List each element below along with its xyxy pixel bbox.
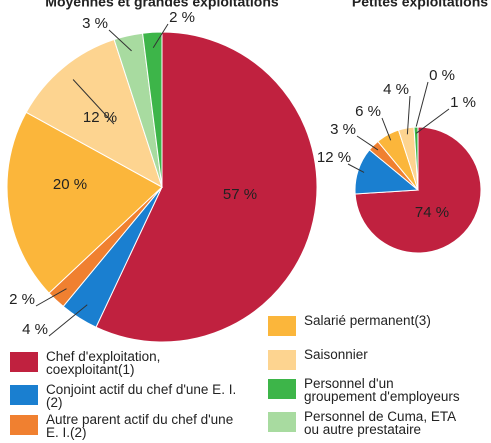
leader-line (35, 288, 67, 307)
legend-item: Chef d'exploitation, coexploitant(1) (10, 350, 240, 376)
legend-swatch (10, 352, 38, 372)
value-label: 3 % (330, 121, 356, 138)
leader-line (48, 304, 88, 337)
chart-title: Moyennes et grandes exploitations (45, 0, 279, 10)
legend-label: Salarié permanent(3) (304, 313, 431, 328)
legend-item: Saisonnier (268, 348, 488, 370)
legend-swatch (268, 412, 296, 432)
pie-slice (95, 31, 318, 343)
leader-line (356, 135, 379, 151)
value-label: 4 % (383, 81, 409, 98)
value-label: 0 % (429, 67, 455, 84)
value-label: 4 % (22, 321, 48, 338)
leader-line (152, 23, 169, 49)
leader-line (415, 108, 450, 134)
legend-swatch (268, 379, 296, 399)
legend-swatch (10, 415, 38, 435)
legend-item: Salarié permanent(3) (268, 314, 488, 336)
chart-title: Petites exploitations (352, 0, 488, 10)
pie-slice (6, 111, 163, 294)
value-label: 3 % (82, 15, 108, 32)
pie-slice (142, 31, 163, 188)
leader-line (381, 117, 392, 141)
legend-label: Personnel d'un groupement d'employeurs (304, 376, 460, 404)
legend-label: Autre parent actif du chef d'une E. I.(2… (46, 412, 234, 440)
pie-slice (413, 126, 419, 191)
legend-label: Personnel de Cuma, ETA ou autre prestata… (304, 409, 456, 437)
value-label: 2 % (9, 291, 35, 308)
leader-line (413, 81, 429, 134)
legend-item: Conjoint actif du chef d'une E. I.(2) (10, 383, 240, 409)
legend-item: Autre parent actif du chef d'une E. I.(2… (10, 413, 240, 439)
legend-swatch (268, 316, 296, 336)
legend-item: Personnel de Cuma, ETA ou autre prestata… (268, 410, 468, 436)
value-label: 12 % (83, 109, 117, 126)
leader-line (72, 79, 115, 125)
legend-label: Chef d'exploitation, coexploitant(1) (46, 349, 161, 377)
value-label: 20 % (53, 176, 87, 193)
legend-item: Personnel d'un groupement d'employeurs (268, 377, 468, 403)
legend-swatch (10, 385, 38, 405)
legend-label: Saisonnier (304, 347, 368, 362)
legend-swatch (268, 350, 296, 370)
leader-line (406, 95, 411, 135)
leader-line (108, 29, 132, 52)
pie-slice (25, 38, 163, 189)
leader-line (347, 163, 365, 173)
value-label: 12 % (317, 149, 351, 166)
value-label: 6 % (355, 103, 381, 120)
value-label: 74 % (415, 204, 449, 221)
value-label: 57 % (223, 186, 257, 203)
value-label: 1 % (450, 94, 476, 111)
legend-label: Conjoint actif du chef d'une E. I.(2) (46, 382, 237, 410)
value-label: 2 % (169, 9, 195, 26)
